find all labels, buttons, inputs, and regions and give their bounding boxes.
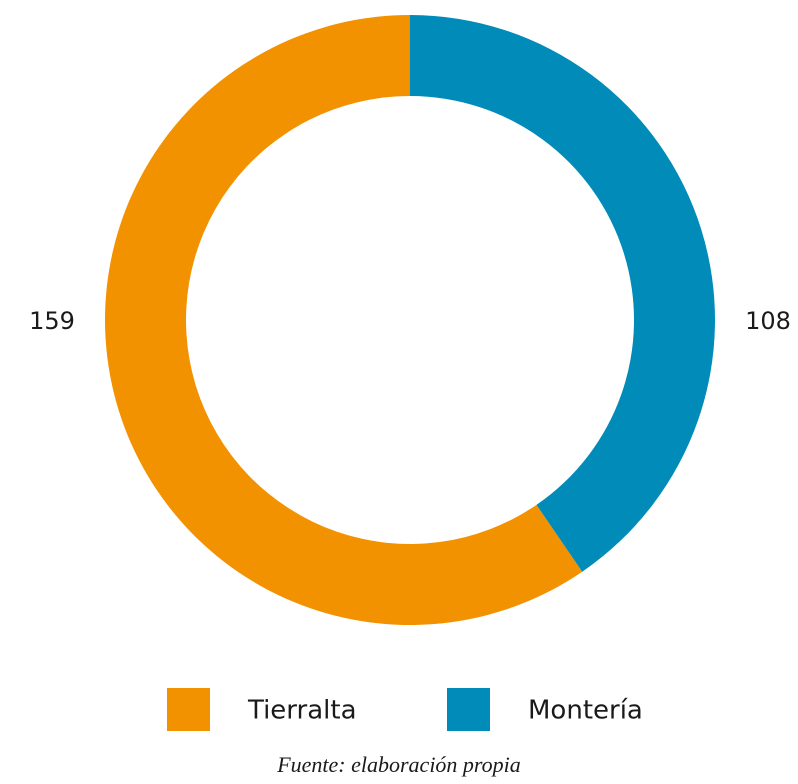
legend-swatch (167, 688, 210, 731)
legend-label: Montería (528, 696, 643, 726)
legend-label: Tierralta (247, 696, 357, 726)
value-label: 159 (29, 307, 75, 335)
source-note: Fuente: elaboración propia (276, 752, 521, 777)
legend-swatch (447, 688, 490, 731)
donut-slice (410, 15, 715, 572)
value-label: 108 (745, 307, 791, 335)
donut-slice (104, 15, 583, 626)
